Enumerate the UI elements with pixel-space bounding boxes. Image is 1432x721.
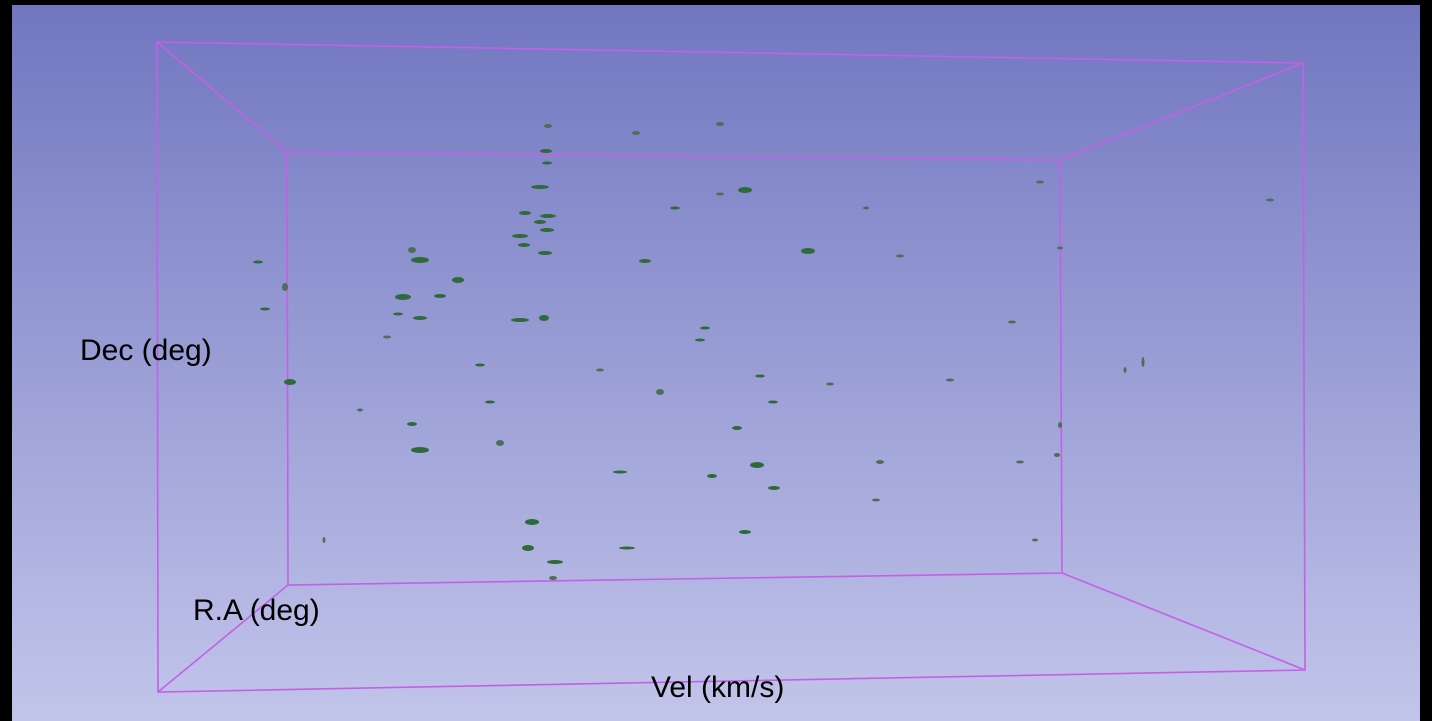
source-blob xyxy=(393,313,403,316)
source-blob xyxy=(738,187,752,193)
source-blob xyxy=(540,214,556,218)
source-blob xyxy=(876,460,884,464)
source-blob xyxy=(707,474,717,478)
source-blob xyxy=(716,122,724,126)
ra-axis-label: R.A (deg) xyxy=(193,594,320,627)
source-blob xyxy=(357,409,363,412)
source-blob xyxy=(732,426,742,430)
source-blob xyxy=(1266,199,1274,202)
source-blob xyxy=(1036,181,1044,184)
source-blob xyxy=(260,308,270,311)
source-blob xyxy=(670,207,680,210)
source-blob xyxy=(408,247,416,253)
source-blob xyxy=(739,530,751,534)
source-blob xyxy=(452,277,464,283)
source-blob xyxy=(716,193,724,196)
source-blob xyxy=(946,379,954,382)
source-blob xyxy=(282,283,288,291)
source-blob xyxy=(383,336,391,339)
source-blob xyxy=(1142,357,1145,367)
source-blob xyxy=(801,248,815,254)
source-blob xyxy=(695,339,705,342)
source-blob xyxy=(1054,453,1060,457)
source-blob xyxy=(542,162,552,165)
source-blob xyxy=(531,185,549,189)
source-blob xyxy=(411,447,429,453)
source-blob xyxy=(596,369,604,372)
source-blob xyxy=(323,537,326,543)
source-blob xyxy=(518,243,530,247)
source-blob xyxy=(826,383,834,386)
source-blob xyxy=(544,124,552,128)
source-blob xyxy=(519,211,531,215)
dec-axis-label: Dec (deg) xyxy=(80,334,212,367)
source-blob xyxy=(1032,539,1038,542)
page: {"axes": {"dec_label": "Dec (deg)", "ra_… xyxy=(0,0,1432,721)
source-blob xyxy=(253,261,263,264)
source-blob xyxy=(395,294,411,300)
source-blob xyxy=(434,294,446,298)
source-blob xyxy=(1058,422,1062,428)
source-blob xyxy=(1057,247,1063,250)
source-blob xyxy=(639,259,651,263)
source-blob xyxy=(407,422,417,426)
source-blob xyxy=(619,547,635,550)
source-blob xyxy=(768,401,778,404)
source-blob xyxy=(540,228,554,232)
source-blob xyxy=(547,560,563,564)
source-blob xyxy=(549,576,557,580)
source-blob xyxy=(863,207,869,210)
source-blob xyxy=(700,327,710,330)
source-blob xyxy=(539,315,549,321)
vel-axis-label: Vel (km/s) xyxy=(651,671,784,704)
source-blob xyxy=(413,316,427,320)
source-blob xyxy=(896,255,904,258)
source-blob xyxy=(485,401,495,404)
source-blob xyxy=(656,389,664,395)
render-view: Dec (deg) R.A (deg) Vel (km/s) xyxy=(0,0,1432,721)
source-blob xyxy=(534,220,546,224)
source-blob xyxy=(872,499,880,502)
source-blob xyxy=(496,440,504,446)
source-blob xyxy=(632,131,640,135)
source-blob xyxy=(522,545,534,551)
source-blob xyxy=(284,379,296,385)
source-blob xyxy=(768,486,780,490)
source-blob xyxy=(755,375,765,378)
source-blob xyxy=(538,251,552,255)
source-blob xyxy=(540,149,552,153)
source-blob xyxy=(1016,461,1024,464)
source-blob xyxy=(750,462,764,468)
source-blob xyxy=(411,257,429,263)
source-blob xyxy=(475,364,485,367)
source-blob xyxy=(1124,367,1127,373)
source-blob xyxy=(525,519,539,525)
source-blob xyxy=(613,471,627,474)
source-blob xyxy=(512,234,528,238)
source-blob xyxy=(511,318,529,322)
source-blob xyxy=(1008,321,1016,324)
